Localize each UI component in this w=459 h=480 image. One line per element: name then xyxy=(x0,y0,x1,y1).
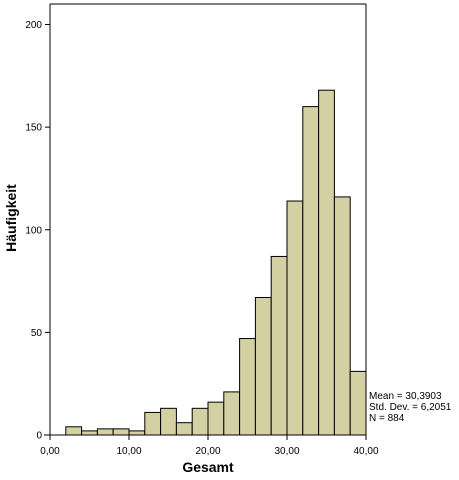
x-tick-label-3: 30,00 xyxy=(274,446,299,457)
histogram-bar-4 xyxy=(128,430,146,436)
stats-line-1: Std. Dev. = 6,2051 xyxy=(369,402,452,413)
y-axis-title: Häufigkeit xyxy=(3,184,19,252)
histogram-bar-18 xyxy=(349,370,367,436)
plot-frame xyxy=(44,3,367,436)
histogram-bar-3 xyxy=(112,428,130,436)
histogram-bar-17 xyxy=(333,196,351,436)
histogram-bar-13 xyxy=(270,255,288,436)
x-axis-ticks: 0,00 10,00 20,00 30,00 40,00 xyxy=(40,435,379,457)
x-tick-label-0: 0,00 xyxy=(40,446,60,457)
histogram-bar-12 xyxy=(254,296,272,436)
histogram-bar-14 xyxy=(286,200,304,436)
y-tick-label-4: 200 xyxy=(25,20,42,31)
y-tick-label-2: 100 xyxy=(25,225,42,236)
histogram-bar-9 xyxy=(207,401,225,436)
stats-line-2: N = 884 xyxy=(369,413,405,424)
stats-line-0: Mean = 30,3903 xyxy=(369,391,442,402)
histogram-bar-6 xyxy=(160,407,177,436)
histogram-bars xyxy=(65,89,367,436)
x-tick-label-2: 20,00 xyxy=(195,446,220,457)
x-axis-title: Gesamt xyxy=(182,459,234,475)
y-axis-ticks: 0 50 100 150 200 xyxy=(25,20,50,442)
histogram-bar-2 xyxy=(96,428,114,436)
x-tick-label-1: 10,00 xyxy=(116,446,141,457)
histogram-bar-1 xyxy=(81,430,98,436)
y-tick-label-1: 50 xyxy=(31,328,43,339)
histogram-bar-11 xyxy=(239,338,256,436)
histogram-bar-10 xyxy=(223,391,241,436)
histogram-bar-5 xyxy=(144,411,162,436)
histogram-bar-15 xyxy=(302,106,320,436)
histogram-bar-8 xyxy=(191,407,209,436)
histogram-bar-16 xyxy=(318,89,335,436)
y-tick-label-0: 0 xyxy=(36,431,42,442)
y-tick-label-3: 150 xyxy=(25,123,42,134)
histogram-bar-0 xyxy=(65,426,83,436)
x-tick-label-4: 40,00 xyxy=(353,446,378,457)
histogram-bar-7 xyxy=(175,422,193,436)
